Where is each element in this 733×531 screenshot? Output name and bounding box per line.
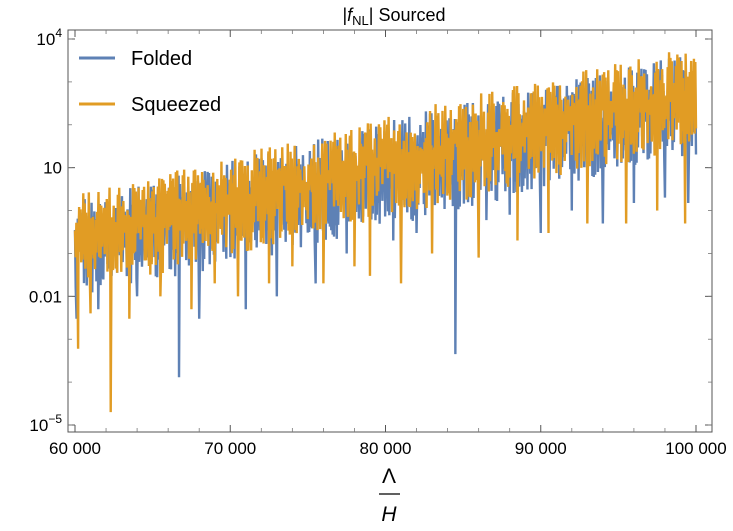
x-axis-label-denominator: H: [381, 503, 397, 526]
x-tick-label: 100 000: [665, 439, 726, 458]
chart-title: |fNL| Sourced: [342, 5, 445, 28]
x-axis-label-numerator: Λ: [382, 465, 396, 488]
title-subscript: NL: [352, 13, 369, 28]
x-tick-label: 80 000: [360, 439, 412, 458]
y-tick-label: 0.01: [29, 287, 62, 306]
title-close: | Sourced: [369, 5, 446, 25]
legend-label-folded: Folded: [131, 48, 192, 70]
y-tick-label: 10: [43, 159, 62, 178]
legend: Folded Squeezed: [79, 48, 221, 116]
legend-label-squeezed: Squeezed: [131, 94, 221, 116]
x-tick-label: 60 000: [49, 439, 101, 458]
x-tick-label: 90 000: [515, 439, 567, 458]
y-tick-label: 104: [36, 26, 62, 49]
y-tick-label: 10−5: [29, 412, 62, 435]
x-tick-label: 70 000: [204, 439, 256, 458]
